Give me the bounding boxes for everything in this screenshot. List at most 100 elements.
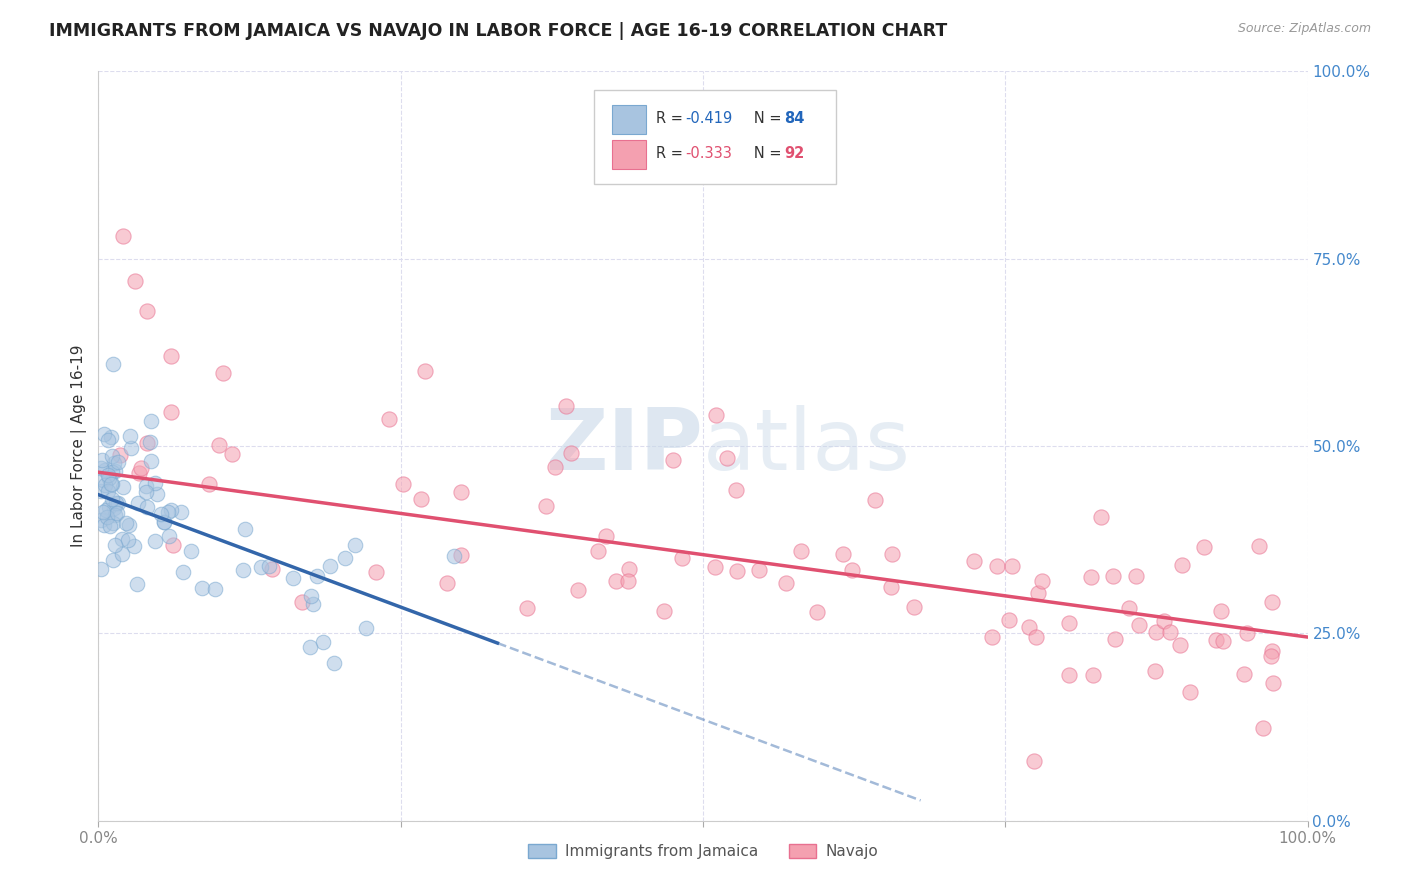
Point — [135, 479, 157, 493]
Point — [208, 437, 231, 451]
Point — [748, 563, 770, 577]
Text: 84: 84 — [785, 112, 804, 126]
Text: -0.419: -0.419 — [685, 112, 733, 126]
Point — [96, 509, 118, 524]
Point — [1080, 570, 1102, 584]
Point — [101, 491, 124, 506]
Point — [211, 366, 233, 380]
Point — [1260, 644, 1282, 658]
Point — [343, 538, 366, 552]
Point — [145, 487, 167, 501]
Text: Source: ZipAtlas.com: Source: ZipAtlas.com — [1237, 22, 1371, 36]
Point — [111, 229, 134, 244]
Point — [595, 529, 617, 543]
Point — [880, 547, 903, 561]
Point — [97, 467, 120, 482]
Point — [560, 446, 582, 460]
Point — [103, 501, 125, 516]
Point — [1192, 540, 1215, 554]
Text: IMMIGRANTS FROM JAMAICA VS NAVAJO IN LABOR FORCE | AGE 16-19 CORRELATION CHART: IMMIGRANTS FROM JAMAICA VS NAVAJO IN LAB… — [49, 22, 948, 40]
Point — [93, 474, 115, 488]
Point — [100, 430, 122, 444]
Point — [725, 564, 748, 578]
Point — [108, 448, 131, 462]
Point — [567, 582, 589, 597]
Point — [93, 426, 115, 441]
Point — [101, 552, 124, 566]
Point — [436, 575, 458, 590]
Point — [1001, 558, 1024, 573]
Point — [322, 656, 344, 670]
Point — [122, 539, 145, 553]
Point — [1083, 667, 1105, 681]
Point — [333, 550, 356, 565]
Point — [997, 613, 1019, 627]
Point — [671, 551, 693, 566]
Point — [1153, 614, 1175, 628]
Point — [903, 599, 925, 614]
Point — [1170, 558, 1192, 572]
Point — [409, 491, 432, 506]
Point — [981, 630, 1004, 644]
Point — [128, 466, 150, 480]
Point — [880, 580, 903, 594]
Point — [159, 529, 181, 543]
Point — [94, 503, 117, 517]
Bar — [613, 140, 647, 169]
Point — [172, 566, 194, 580]
Point — [1090, 509, 1112, 524]
Point — [124, 274, 146, 288]
Text: 92: 92 — [785, 146, 804, 161]
Point — [180, 543, 202, 558]
Point — [312, 634, 335, 648]
Point — [378, 412, 401, 426]
Text: N =: N = — [741, 146, 786, 161]
Point — [170, 505, 193, 519]
Point — [100, 477, 122, 491]
Point — [1159, 625, 1181, 640]
Point — [259, 559, 281, 574]
Point — [364, 566, 387, 580]
Point — [260, 561, 283, 575]
Point — [100, 449, 122, 463]
Point — [1251, 722, 1274, 736]
Point — [1125, 569, 1147, 583]
Point — [1249, 539, 1271, 553]
Point — [986, 558, 1008, 573]
Point — [101, 516, 124, 531]
Point — [125, 577, 148, 591]
Point — [443, 549, 465, 563]
Point — [704, 408, 727, 422]
Point — [105, 507, 128, 521]
Point — [534, 499, 557, 513]
Text: atlas: atlas — [703, 404, 911, 488]
Point — [139, 453, 162, 467]
Point — [104, 538, 127, 552]
Point — [249, 559, 271, 574]
Point — [117, 518, 139, 533]
Point — [152, 515, 174, 529]
Point — [1144, 624, 1167, 639]
Point — [392, 476, 415, 491]
Legend: Immigrants from Jamaica, Navajo: Immigrants from Jamaica, Navajo — [522, 838, 884, 865]
Point — [1026, 585, 1049, 599]
Point — [233, 522, 256, 536]
Point — [617, 562, 640, 576]
Y-axis label: In Labor Force | Age 16-19: In Labor Force | Age 16-19 — [72, 344, 87, 548]
Point — [90, 484, 112, 499]
Point — [157, 505, 180, 519]
Point — [159, 503, 181, 517]
Point — [1170, 638, 1192, 652]
Point — [654, 605, 676, 619]
Point — [1018, 620, 1040, 634]
Point — [413, 364, 436, 378]
Point — [135, 485, 157, 500]
Point — [725, 483, 748, 497]
Point — [450, 549, 472, 563]
Point — [354, 621, 377, 635]
Point — [115, 516, 138, 530]
Point — [1212, 633, 1234, 648]
Point — [104, 464, 127, 478]
Point — [101, 357, 124, 371]
Point — [1233, 667, 1256, 681]
